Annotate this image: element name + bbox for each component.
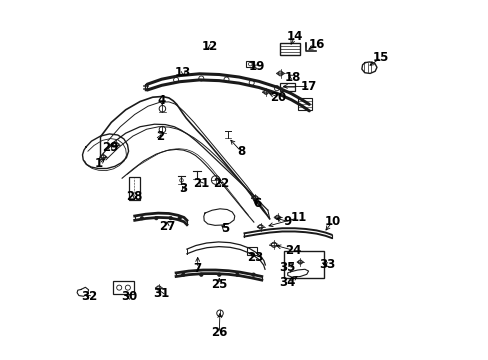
Text: 33: 33: [319, 258, 335, 271]
Text: 24: 24: [285, 244, 301, 257]
Text: 4: 4: [157, 94, 165, 107]
Text: 1: 1: [95, 157, 102, 170]
Circle shape: [235, 273, 238, 276]
Text: 27: 27: [159, 220, 175, 233]
Text: 29: 29: [102, 141, 119, 154]
Text: 21: 21: [193, 177, 209, 190]
Text: 15: 15: [372, 51, 388, 64]
Text: 22: 22: [213, 177, 229, 190]
Bar: [297, 98, 311, 110]
Text: 25: 25: [211, 278, 227, 291]
Text: 13: 13: [175, 66, 191, 78]
Text: 31: 31: [153, 287, 169, 300]
Text: 10: 10: [324, 215, 340, 228]
Circle shape: [154, 216, 158, 220]
Circle shape: [168, 216, 172, 220]
Bar: [128, 177, 140, 200]
Bar: [246, 247, 256, 255]
Text: 16: 16: [307, 39, 324, 51]
Text: 17: 17: [301, 80, 317, 93]
Bar: [113, 281, 134, 294]
Circle shape: [178, 216, 181, 220]
Text: 28: 28: [126, 190, 142, 203]
Bar: [279, 43, 299, 55]
Text: 5: 5: [220, 222, 228, 235]
Text: 6: 6: [252, 197, 261, 210]
Text: 34: 34: [279, 276, 295, 289]
Bar: [284, 251, 323, 278]
Text: 14: 14: [286, 30, 303, 42]
Bar: [279, 83, 294, 91]
Circle shape: [182, 273, 184, 276]
Text: 18: 18: [285, 71, 301, 84]
Circle shape: [218, 273, 220, 276]
Text: 12: 12: [202, 40, 218, 53]
Bar: [246, 61, 254, 67]
Text: 2: 2: [156, 130, 163, 143]
Text: 9: 9: [283, 215, 291, 228]
Text: 19: 19: [248, 60, 265, 73]
Text: 32: 32: [81, 291, 97, 303]
Circle shape: [251, 273, 254, 276]
Circle shape: [200, 273, 203, 276]
Text: 26: 26: [211, 327, 227, 339]
Text: 7: 7: [193, 262, 202, 275]
Text: 30: 30: [121, 291, 137, 303]
Text: 8: 8: [236, 145, 244, 158]
Circle shape: [140, 216, 143, 220]
Text: 3: 3: [179, 183, 187, 195]
Text: 20: 20: [270, 91, 286, 104]
Text: 23: 23: [246, 251, 263, 264]
Text: 11: 11: [290, 211, 306, 224]
Text: 35: 35: [279, 261, 295, 274]
